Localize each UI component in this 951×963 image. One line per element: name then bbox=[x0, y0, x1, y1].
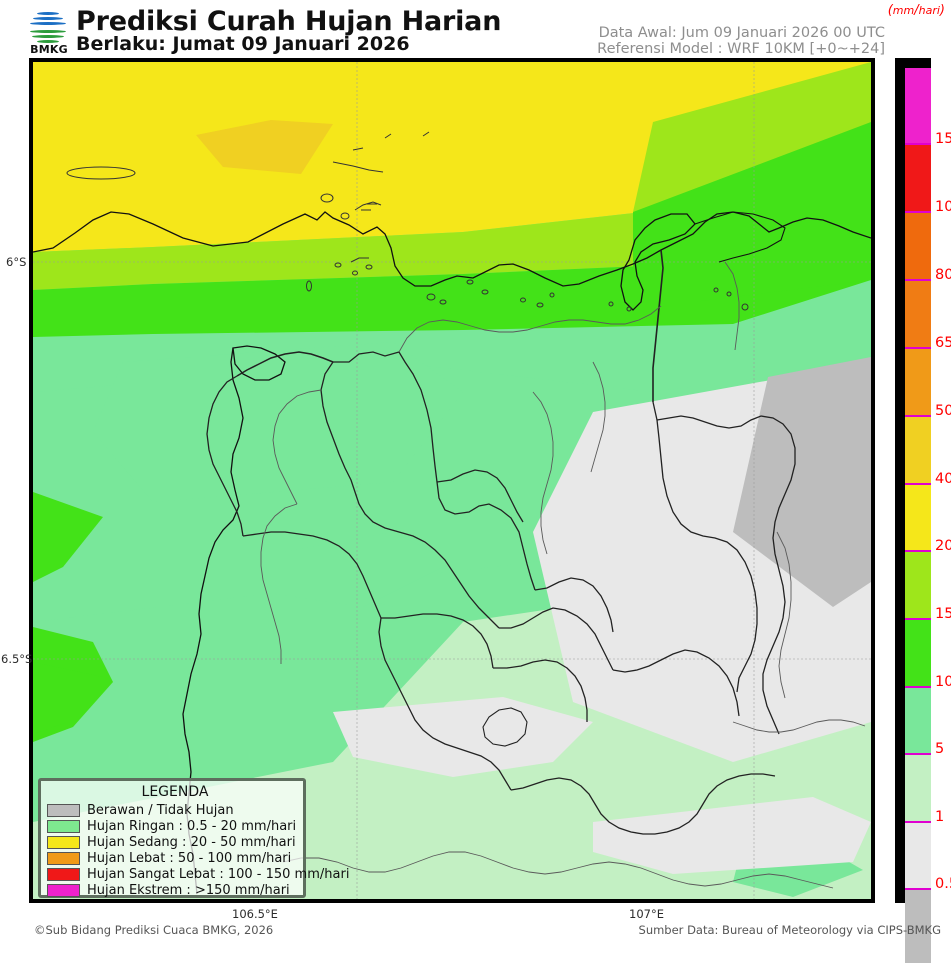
colorbar-band bbox=[905, 416, 931, 484]
colorbar-tick-label: 1 bbox=[935, 809, 945, 825]
lon-tick-107e: 107°E bbox=[629, 907, 664, 921]
footer-source: Sumber Data: Bureau of Meteorology via C… bbox=[638, 923, 941, 937]
colorbar-tick bbox=[905, 483, 931, 485]
bmkg-logo: BMKG bbox=[22, 9, 74, 56]
page-subtitle: Berlaku: Jumat 09 Januari 2026 bbox=[76, 33, 410, 55]
colorbar-band bbox=[905, 551, 931, 619]
rainfall-contour-layer bbox=[33, 62, 871, 899]
colorbar-tick bbox=[905, 753, 931, 755]
colorbar-tick bbox=[905, 888, 931, 890]
legend-label: Hujan Ekstrem : >150 mm/hari bbox=[87, 883, 290, 898]
legend-label: Hujan Ringan : 0.5 - 20 mm/hari bbox=[87, 819, 297, 834]
colorbar-band bbox=[905, 144, 931, 212]
colorbar-tick-label: 80 bbox=[935, 267, 951, 283]
colorbar-bands bbox=[905, 68, 931, 963]
colorbar-tick-label: 50 bbox=[935, 403, 951, 419]
lon-tick-1065e: 106.5°E bbox=[232, 907, 278, 921]
lat-tick-65s: 6.5°S bbox=[1, 652, 33, 666]
page-title: Prediksi Curah Hujan Harian bbox=[76, 6, 502, 37]
colorbar-tick-label: 10 bbox=[935, 674, 951, 690]
legend-title: LEGENDA bbox=[141, 784, 209, 800]
page-header: BMKG Prediksi Curah Hujan Harian Berlaku… bbox=[0, 0, 951, 58]
colorbar-tick-label: 150 bbox=[935, 131, 951, 147]
legend-swatch bbox=[47, 820, 80, 833]
colorbar-band bbox=[905, 348, 931, 416]
colorbar-tick bbox=[905, 686, 931, 688]
colorbar[interactable]: 150 100 80 65 50 40 20 15 10 5 1 0.5 bbox=[895, 58, 951, 963]
colorbar-tick bbox=[905, 279, 931, 281]
colorbar-tick-label: 5 bbox=[935, 741, 945, 757]
colorbar-tick bbox=[905, 821, 931, 823]
forecast-map[interactable] bbox=[29, 58, 875, 903]
colorbar-tick bbox=[905, 550, 931, 552]
unit-denominator: hari bbox=[918, 4, 940, 17]
unit-numerator: mm bbox=[892, 4, 915, 17]
colorbar-tick bbox=[905, 347, 931, 349]
logo-label: BMKG bbox=[30, 43, 68, 56]
colorbar-tick-label: 40 bbox=[935, 471, 951, 487]
legend-label: Berawan / Tidak Hujan bbox=[87, 803, 234, 818]
colorbar-band bbox=[905, 68, 931, 144]
colorbar-band bbox=[905, 484, 931, 551]
legend-swatch bbox=[47, 852, 80, 865]
legend-swatch bbox=[47, 868, 80, 881]
colorbar-tick bbox=[905, 211, 931, 213]
legend-label: Hujan Sedang : 20 - 50 mm/hari bbox=[87, 835, 296, 850]
colorbar-tick-label: 0.5 bbox=[935, 876, 951, 892]
colorbar-band bbox=[905, 212, 931, 280]
colorbar-tick-label: 100 bbox=[935, 199, 951, 215]
colorbar-frame bbox=[895, 58, 931, 963]
lat-tick-6s: 6°S bbox=[6, 255, 27, 269]
colorbar-tick-label: 20 bbox=[935, 538, 951, 554]
map-legend: LEGENDA Berawan / Tidak Hujan Hujan Ringa… bbox=[38, 778, 349, 898]
legend-swatch bbox=[47, 884, 80, 897]
legend-label: Hujan Sangat Lebat : 100 - 150 mm/hari bbox=[87, 867, 350, 882]
meta-init-time: Data Awal: Jum 09 Januari 2026 00 UTC bbox=[598, 25, 885, 41]
colorbar-tick bbox=[905, 415, 931, 417]
legend-swatch bbox=[47, 804, 80, 817]
legend-label: Hujan Lebat : 50 - 100 mm/hari bbox=[87, 851, 292, 866]
colorbar-band bbox=[905, 754, 931, 822]
colorbar-band bbox=[905, 280, 931, 348]
meta-model-ref: Referensi Model : WRF 10KM [+0~+24] bbox=[597, 41, 885, 57]
logo-disc bbox=[28, 9, 68, 45]
colorbar-tick bbox=[905, 618, 931, 620]
colorbar-band bbox=[905, 687, 931, 754]
colorbar-band bbox=[905, 822, 931, 889]
colorbar-tick bbox=[905, 143, 931, 145]
map-canvas bbox=[33, 62, 871, 899]
legend-swatch bbox=[47, 836, 80, 849]
colorbar-band bbox=[905, 619, 931, 687]
footer-credit: ©Sub Bidang Prediksi Cuaca BMKG, 2026 bbox=[34, 923, 274, 937]
colorbar-unit-label: (mm/hari) bbox=[887, 3, 945, 18]
colorbar-tick-label: 65 bbox=[935, 335, 951, 351]
colorbar-tick-label: 15 bbox=[935, 606, 951, 622]
